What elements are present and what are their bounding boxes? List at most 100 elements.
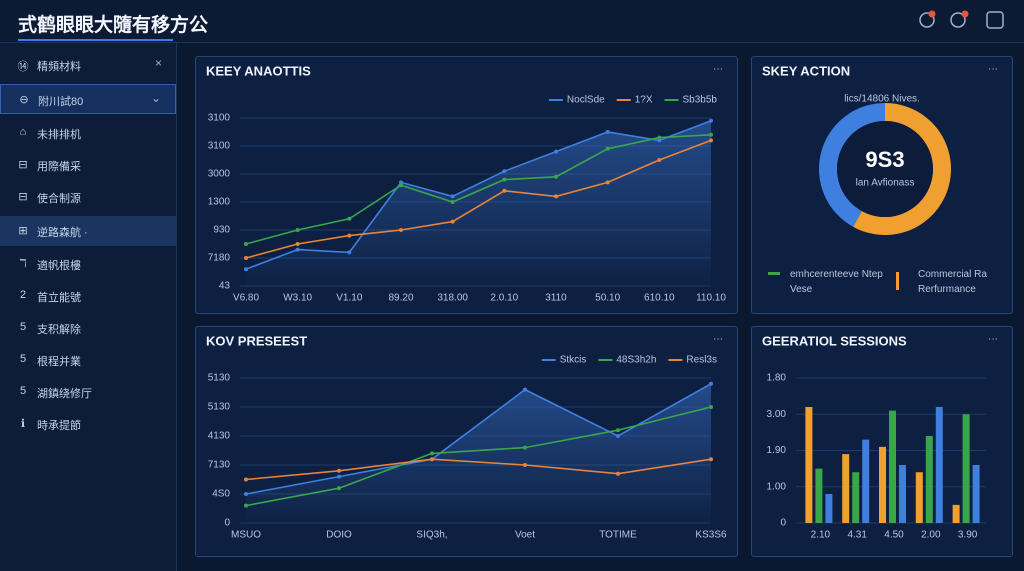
point <box>450 219 455 224</box>
bar <box>842 454 850 523</box>
point <box>244 492 248 496</box>
legend-label: 1?X <box>635 95 653 106</box>
x-tick-label: 610.10 <box>644 293 675 304</box>
panel: KOV PRESEEST ··· 5130 5130 4130 7130 4S0 0 MSUO D… <box>195 326 738 557</box>
x-tick-label: 2.00 <box>921 530 941 541</box>
nav-item[interactable]: ⊞ 逆路森航 · <box>0 216 176 246</box>
nav-item[interactable]: ℸ 適帆根樓 <box>0 249 176 279</box>
x-tick-label: V1.10 <box>336 293 363 304</box>
point <box>450 194 455 199</box>
nav-label: 適帆根樓 <box>37 260 81 272</box>
nav-item[interactable]: ⌂ 未排排机 <box>0 118 176 148</box>
x-tick-label: DOIO <box>326 530 352 541</box>
nav-icon: 2 <box>19 289 27 301</box>
title-underline <box>18 39 173 41</box>
y-tick-label: 5130 <box>208 373 231 384</box>
panel: GEERATIOL SESSIONS ··· 1.80 3.00 1.90 1.00 0 2.… <box>751 326 1013 557</box>
nav-item[interactable]: ⊟ 使合制源 <box>0 182 176 212</box>
line <box>245 458 712 481</box>
nav-label: 附川試80 <box>38 96 84 108</box>
line <box>245 139 712 259</box>
area <box>246 383 711 523</box>
x-tick-label: 4.50 <box>884 530 904 541</box>
bar <box>915 472 923 523</box>
bar <box>952 504 960 523</box>
legend-label: Resl3s <box>686 355 717 366</box>
badge <box>928 10 936 18</box>
bar <box>925 436 933 523</box>
nav-item[interactable]: 5 支积解除 <box>0 313 176 343</box>
point <box>616 428 620 433</box>
panel-menu[interactable]: ··· <box>713 64 723 75</box>
x-tick-label: V6.80 <box>233 293 260 304</box>
x-tick-label: Voet <box>515 530 535 541</box>
point <box>244 267 248 272</box>
center-value: 9S3 <box>865 147 904 172</box>
y-tick-label: 1.80 <box>767 373 787 384</box>
icon-notify[interactable] <box>950 12 966 28</box>
point <box>430 451 434 456</box>
subtitle: lics/14806 Nives. <box>844 94 920 105</box>
icon-user[interactable] <box>986 11 1004 29</box>
panel-menu[interactable]: ··· <box>988 334 998 345</box>
nav-icon: ⊖ <box>19 94 29 106</box>
point <box>605 180 610 185</box>
point <box>244 477 248 482</box>
panel-svg: GEERATIOL SESSIONS ··· 1.80 3.00 1.90 1.00 0 2.… <box>762 333 998 541</box>
nav-icon: 5 <box>19 385 27 397</box>
nav-item[interactable]: ⑭ 精頻材料 × <box>0 50 176 80</box>
point <box>244 503 248 508</box>
bar <box>805 407 813 523</box>
nav-label: 精頻材料 <box>37 61 81 73</box>
nav-item[interactable]: 5 根程并業 <box>0 345 176 375</box>
panel-menu[interactable]: ··· <box>713 334 723 345</box>
point <box>347 250 352 255</box>
bar <box>962 414 970 523</box>
point <box>709 381 713 386</box>
y-tick-label: 0 <box>224 518 230 529</box>
point <box>709 118 713 123</box>
bar <box>935 407 943 523</box>
bar <box>899 465 906 523</box>
point <box>430 457 434 462</box>
x-tick-label: 3110 <box>545 293 567 304</box>
nav-item[interactable]: 2 首立能號 <box>0 281 176 311</box>
nav-item[interactable]: ⊟ 用際備采 <box>0 150 176 180</box>
y-tick-label: 3.00 <box>767 409 787 420</box>
point <box>605 146 610 151</box>
point <box>244 256 248 260</box>
x-tick-label: 50.10 <box>595 293 620 304</box>
nav-item[interactable]: ℹ 時承提節 <box>0 409 176 439</box>
point <box>295 242 300 246</box>
panel: KEEY ANAOTTIS ··· 3100 3100 3000 1300 930 7180 4… <box>195 56 738 314</box>
y-tick-label: 1300 <box>208 197 231 208</box>
point <box>502 169 507 174</box>
nav-label: 未排排机 <box>37 129 81 141</box>
legend-label: Commercial Ra Rerfurmance <box>918 269 987 295</box>
point <box>523 387 527 392</box>
x-tick-label: 2.0.10 <box>490 293 518 304</box>
panel-title: SKEY ACTION <box>762 63 850 78</box>
x-tick-label: 110.10 <box>696 293 726 304</box>
nav-label: 湖鎮绕修厅 <box>37 388 92 400</box>
y-tick-label: 7180 <box>208 253 231 264</box>
nav-icon: ℹ <box>20 418 26 430</box>
x-tick-label: 4.31 <box>847 530 867 541</box>
point <box>502 177 507 182</box>
nav-item[interactable]: 5 湖鎮绕修厅 <box>0 377 176 407</box>
nav-label: 時承提節 <box>37 420 81 432</box>
app-title: 式鹤眼眼大隨有移方公 <box>18 15 209 36</box>
point <box>554 174 558 179</box>
nav-icon: ⌂ <box>19 126 27 138</box>
nav-item[interactable]: ⊖ 附川試80 ⌄ <box>0 84 176 114</box>
donut-segment <box>819 103 885 227</box>
icon-settings[interactable] <box>919 12 935 28</box>
panel-menu[interactable]: ··· <box>988 64 998 75</box>
y-tick-label: 43 <box>219 281 231 292</box>
y-tick-label: 930 <box>213 225 230 236</box>
x-tick-label: W3.10 <box>283 293 312 304</box>
x-tick-label: SIQ3h, <box>416 530 447 541</box>
bar <box>879 446 886 523</box>
point <box>554 194 558 199</box>
point <box>347 216 352 221</box>
